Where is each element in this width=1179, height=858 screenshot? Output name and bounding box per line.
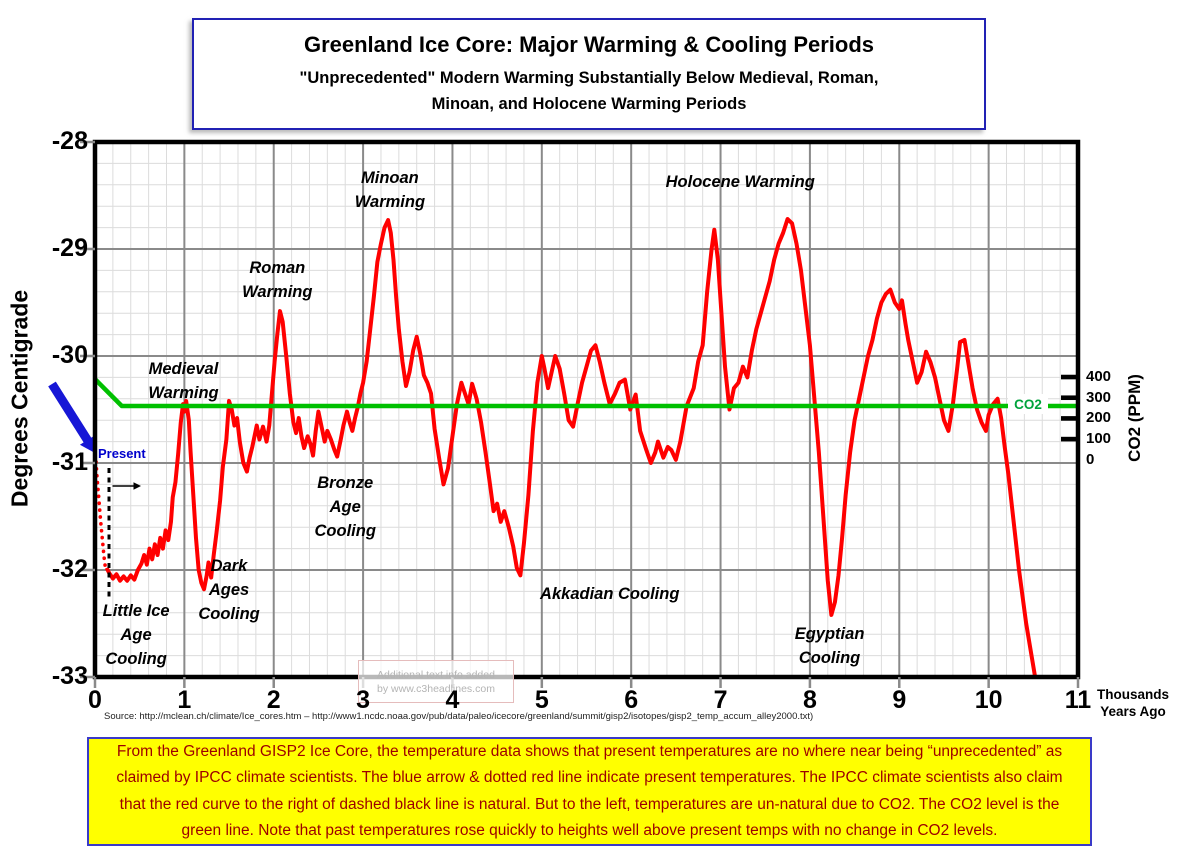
- watermark-line2: by www.c3headlines.com: [377, 682, 495, 695]
- co2-tick-mark: [1061, 395, 1080, 401]
- annotation-little-ice: Little Ice Age Cooling: [102, 602, 170, 669]
- x-tick-label: 3: [356, 686, 371, 714]
- x-tick-label: 9: [892, 686, 907, 714]
- annotation-medieval: Medieval Warming: [148, 359, 219, 402]
- annotation-egyptian: Egyptian Cooling: [794, 624, 865, 667]
- blue-arrow-line: [48, 381, 92, 444]
- blue-arrow-head: [79, 435, 95, 453]
- chart-subtitle-line1: "Unprecedented" Modern Warming Substanti…: [299, 68, 879, 87]
- x-tick-label: 7: [713, 686, 728, 714]
- present-pointer-arrow-head: [133, 482, 141, 490]
- co2-line-label: CO2: [1008, 394, 1048, 414]
- data-series: [93, 217, 1078, 678]
- annotation-akkadian-cooling: Akkadian Cooling: [540, 584, 680, 603]
- annotation-roman: Roman Warming: [242, 259, 313, 302]
- annotation-bronze: Bronze Age Cooling: [314, 473, 376, 540]
- source-text: Source: http://mclean.ch/climate/Ice_cor…: [104, 711, 814, 722]
- annotation-holocene-warming: Holocene Warming: [665, 172, 815, 191]
- x-tick-label: 4: [445, 686, 460, 714]
- caption-text: From the Greenland GISP2 Ice Core, the t…: [116, 742, 1063, 840]
- x-tick-label: 1: [177, 686, 192, 714]
- annotation-minoan: Minoan Warming: [354, 169, 426, 212]
- caption-box: From the Greenland GISP2 Ice Core, the t…: [87, 737, 1092, 846]
- co2-tick-label: 100: [1086, 430, 1112, 448]
- series-temperature-present: [94, 460, 108, 569]
- series-temperature: [104, 217, 1038, 678]
- co2-tick-label: 400: [1086, 368, 1112, 386]
- co2-tick-mark: [1061, 436, 1080, 442]
- co2-tick-label: 200: [1086, 409, 1112, 427]
- y-tick-label: -30: [51, 341, 88, 369]
- x-axis-unit-label: Thousands Years Ago: [1092, 686, 1174, 720]
- y-tick-label: -28: [51, 127, 88, 155]
- x-tick-label: 6: [624, 686, 639, 714]
- x-axis-unit-line2: Years Ago: [1100, 704, 1166, 719]
- x-tick-label: 5: [534, 686, 549, 714]
- x-tick-label: 10: [974, 686, 1003, 714]
- present-label: Present: [98, 446, 146, 461]
- watermark-box: Additional text info added by www.c3head…: [358, 660, 514, 703]
- y-tick-label: -31: [51, 448, 88, 476]
- chart-title: Greenland Ice Core: Major Warming & Cool…: [303, 31, 875, 57]
- chart-subtitle-line2: Minoan, and Holocene Warming Periods: [431, 94, 747, 113]
- co2-tick-mark: [1061, 416, 1080, 421]
- x-tick-label: 11: [1064, 686, 1092, 714]
- co2-tick-label: 0: [1086, 450, 1095, 468]
- x-tick-label: 0: [88, 686, 102, 714]
- series-co2: [93, 377, 1078, 409]
- watermark-line1: Additional text info added: [377, 668, 495, 681]
- x-tick-label: 2: [266, 686, 281, 714]
- title-box: Greenland Ice Core: Major Warming & Cool…: [192, 18, 986, 130]
- x-tick-label: 8: [802, 686, 817, 714]
- co2-tick-label: 300: [1086, 388, 1112, 406]
- y-tick-label: -32: [51, 555, 88, 583]
- plot-border: [92, 139, 1081, 680]
- x-axis-unit-line1: Thousands: [1096, 687, 1169, 702]
- grid: [95, 142, 1078, 677]
- y-tick-label: -29: [51, 234, 88, 262]
- axes: [80, 139, 1081, 688]
- annotation-dark: Dark Ages Cooling: [198, 557, 260, 624]
- co2-tick-mark: [1061, 374, 1080, 380]
- y-tick-label: -33: [51, 662, 88, 690]
- chart-markers: [48, 381, 141, 597]
